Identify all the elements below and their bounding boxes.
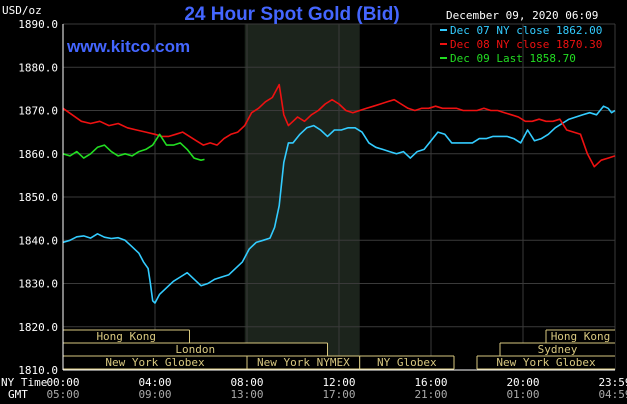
y-axis-label: USD/oz [2, 4, 42, 17]
y-tick-label: 1830.0 [18, 278, 58, 291]
grid-lines [62, 23, 616, 371]
session-bar: New York Globex [63, 355, 248, 370]
session-bar: Hong Kong [63, 329, 190, 344]
x-tick-label-ny: 00:00 [46, 376, 79, 389]
y-tick-label: 1890.0 [18, 18, 58, 31]
series-lines [62, 83, 616, 304]
x-tick-label-ny: 16:00 [414, 376, 447, 389]
session-bar-outline [359, 355, 455, 370]
session-label: NY Globex [377, 356, 437, 369]
legend-item-dec08: Dec 08 NY close 1870.30 [450, 38, 602, 51]
y-tick-label: 1870.0 [18, 105, 58, 118]
legend-item-dec07: Dec 07 NY close 1862.00 [450, 24, 602, 37]
x-tick-label-gmt: 04:59 [598, 388, 627, 401]
y-tick-label: 1880.0 [18, 61, 58, 74]
session-label: Sydney [538, 343, 578, 356]
ny-time-label: NY Time [1, 376, 47, 389]
session-label: Hong Kong [96, 330, 156, 343]
session-bar-fill [500, 343, 615, 356]
x-tick-label-gmt: 21:00 [414, 388, 447, 401]
site-url: www.kitco.com [66, 37, 190, 56]
series-line-1 [62, 83, 616, 168]
gmt-label: GMT [8, 388, 28, 401]
session-bar: Hong Kong [545, 329, 615, 344]
session-bar-fill [63, 343, 328, 356]
session-bar-fill [359, 356, 454, 369]
session-bar: New York Globex [476, 355, 615, 370]
x-tick-label-ny: 23:59 [598, 376, 627, 389]
session-bar-fill [477, 356, 615, 369]
x-tick-label-ny: 20:00 [506, 376, 539, 389]
x-tick-label-ny: 08:00 [230, 376, 263, 389]
session-bar-fill [247, 356, 360, 369]
session-bar: New York NYMEX [246, 355, 361, 370]
date-label: December 09, 2020 06:09 [446, 9, 598, 22]
session-label: New York NYMEX [257, 356, 350, 369]
session-bar: London [63, 342, 328, 357]
axes [62, 24, 615, 371]
session-label: New York Globex [496, 356, 596, 369]
session-label: New York Globex [105, 356, 205, 369]
y-tick-label: 1820.0 [18, 321, 58, 334]
session-bar-fill [546, 330, 615, 343]
session-bar: NY Globex [359, 355, 455, 370]
y-tick-label: 1810.0 [18, 364, 58, 377]
series-line-0 [62, 105, 616, 304]
x-tick-label-gmt: 05:00 [46, 388, 79, 401]
y-tick-labels: 1810.0 1820.0 1830.0 1840.0 1850.0 1860.0 1870… [18, 18, 58, 377]
x-tick-label-gmt: 09:00 [138, 388, 171, 401]
y-tick-label: 1860.0 [18, 148, 58, 161]
x-tick-label-gmt: 01:00 [506, 388, 539, 401]
chart-title: 24 Hour Spot Gold (Bid) [184, 4, 399, 25]
session-bar-outline [476, 355, 615, 370]
session-bar: Sydney [499, 342, 615, 357]
session-bar-fill [63, 330, 190, 343]
x-tick-label-gmt: 17:00 [322, 388, 355, 401]
session-bar-fill [63, 356, 247, 369]
x-tick-label-ny: 04:00 [138, 376, 171, 389]
y-tick-label: 1850.0 [18, 191, 58, 204]
y-tick-label: 1840.0 [18, 234, 58, 247]
series-line-2 [62, 133, 205, 161]
x-tick-label-ny: 12:00 [322, 376, 355, 389]
session-label: London [175, 343, 215, 356]
x-tick-label-gmt: 13:00 [230, 388, 263, 401]
legend: Dec 07 NY close 1862.00 Dec 08 NY close … [440, 24, 602, 65]
legend-item-dec09: Dec 09 Last 1858.70 [450, 52, 576, 65]
session-label: Hong Kong [551, 330, 611, 343]
